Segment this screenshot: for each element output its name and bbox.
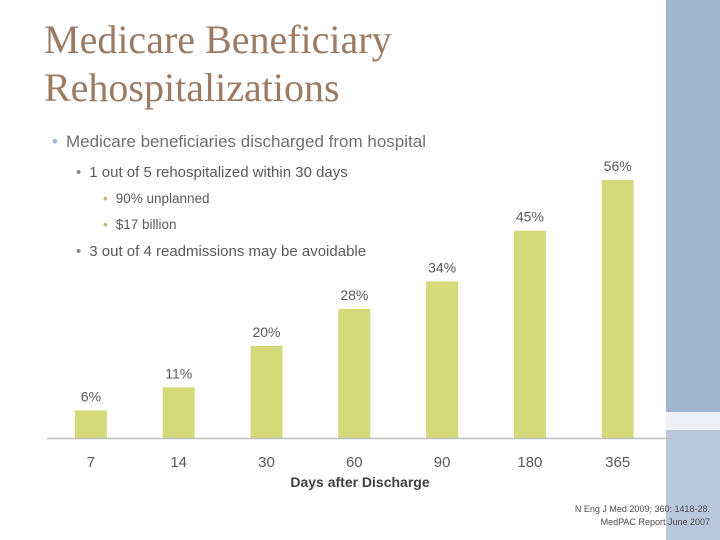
bullet-dot-icon: •	[103, 217, 108, 232]
bar-90	[426, 281, 459, 438]
x-tick-label-14: 14	[170, 454, 187, 471]
bar-180	[513, 230, 546, 438]
side-band-top	[666, 0, 720, 412]
bullet-text: Medicare beneficiaries discharged from h…	[65, 132, 426, 151]
bullet-dot-icon: •	[52, 132, 58, 151]
bullet-level3: • 90% unplanned	[103, 191, 210, 206]
data-label-14: 11%	[165, 365, 192, 381]
bar-30	[250, 345, 283, 438]
source-line: N Eng J Med 2009; 360: 1418-28.	[574, 504, 710, 514]
decorative-side-strip	[666, 0, 720, 540]
data-label-365: 56%	[604, 158, 632, 174]
data-label-180: 45%	[516, 209, 544, 225]
bullet-text: 3 out of 4 readmissions may be avoidable	[89, 243, 367, 260]
data-label-90: 34%	[428, 259, 456, 275]
data-label-30: 20%	[252, 324, 280, 340]
source-citation: N Eng J Med 2009; 360: 1418-28. MedPAC R…	[575, 503, 710, 529]
bullet-dot-icon: •	[103, 191, 108, 206]
x-tick-label-180: 180	[517, 454, 542, 471]
bullet-level2: • 3 out of 4 readmissions may be avoidabl…	[76, 243, 366, 260]
x-axis-label: Days after Discharge	[290, 474, 430, 490]
slide-title: Medicare Beneficiary Rehospitalizations	[44, 17, 392, 110]
bullet-dot-icon: •	[76, 164, 82, 181]
side-band-bottom	[666, 430, 720, 540]
x-tick-label-7: 7	[87, 454, 95, 471]
x-tick-label-90: 90	[434, 454, 451, 471]
bar-7	[74, 410, 107, 438]
bullet-dot-icon: •	[76, 243, 82, 260]
data-label-60: 28%	[340, 287, 368, 303]
source-line: MedPAC Report June 2007	[600, 517, 710, 527]
bar-365	[601, 180, 634, 438]
x-tick-label-365: 365	[605, 454, 630, 471]
data-label-7: 6%	[81, 388, 101, 404]
bar-60	[338, 309, 371, 438]
bullet-level3: • $17 billion	[103, 217, 177, 232]
bullet-level2: • 1 out of 5 rehospitalized within 30 day…	[76, 164, 348, 181]
x-tick-label-60: 60	[346, 454, 363, 471]
bullet-text: 90% unplanned	[115, 191, 210, 206]
bullet-text: $17 billion	[115, 217, 177, 232]
bullet-text: 1 out of 5 rehospitalized within 30 days	[89, 164, 348, 181]
bullet-level1: • Medicare beneficiaries discharged from …	[52, 132, 426, 152]
bar-14	[162, 387, 195, 438]
x-tick-label-30: 30	[258, 454, 275, 471]
